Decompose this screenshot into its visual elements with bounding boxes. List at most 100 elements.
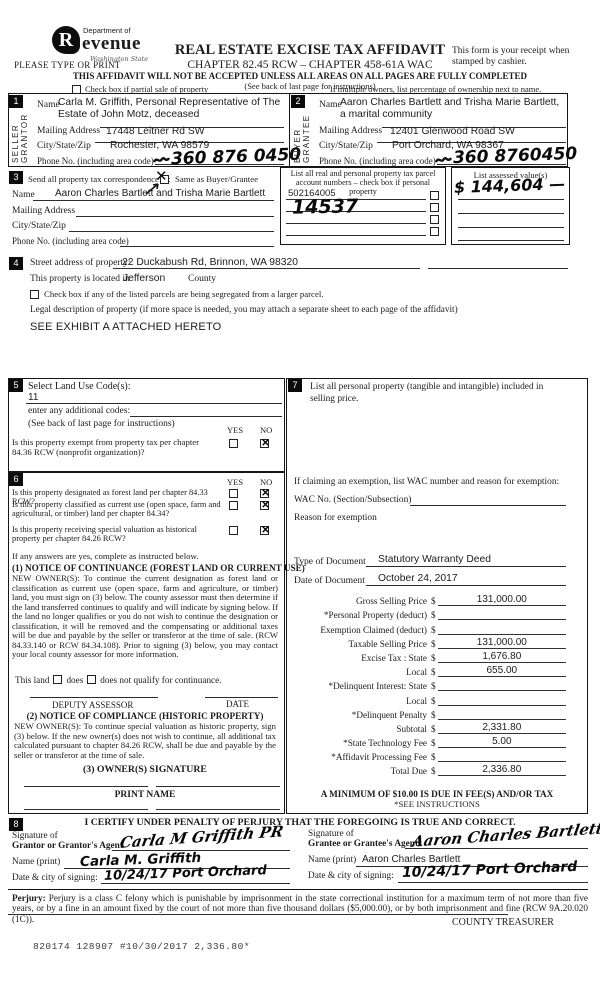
q-forest-yes-checkbox[interactable] bbox=[229, 489, 238, 498]
fee-label: *Affidavit Processing Fee bbox=[331, 752, 427, 763]
land-use-title: Select Land Use Code(s): bbox=[28, 381, 131, 392]
seller-name-value[interactable]: Carla M. Griffith, Personal Representati… bbox=[58, 97, 281, 120]
notice1-body: NEW OWNER(S): To continue the current de… bbox=[12, 573, 278, 659]
dollar-sign: $ bbox=[431, 596, 436, 607]
q-exempt-no-checkbox[interactable]: ✕ bbox=[260, 438, 270, 449]
print-name-line-2[interactable] bbox=[156, 809, 280, 810]
q-current-no-checkbox[interactable]: ✕ bbox=[260, 500, 270, 511]
fee-value[interactable]: 2,336.80 bbox=[437, 764, 566, 777]
wac-no-line[interactable] bbox=[410, 505, 566, 506]
print-name-line-1[interactable] bbox=[24, 809, 148, 810]
assessed-value[interactable]: $ 144,604 — bbox=[453, 174, 566, 197]
notice2-body: NEW OWNER(S): To continue special valuat… bbox=[14, 721, 276, 760]
fee-value[interactable]: 5.00 bbox=[437, 736, 566, 749]
land-does-not-checkbox[interactable] bbox=[87, 675, 97, 684]
parcel-header: List all real and personal property tax … bbox=[290, 169, 436, 196]
parcel-1-value[interactable]: 502164005 bbox=[288, 188, 336, 199]
owner-signature-line-2[interactable] bbox=[156, 786, 280, 787]
grantor-signature-line[interactable] bbox=[112, 850, 290, 851]
segregated-checkbox[interactable] bbox=[30, 290, 39, 299]
fee-value[interactable]: 1,676.80 bbox=[437, 651, 566, 663]
s3-name-label: Name bbox=[12, 190, 35, 200]
grantee-name-print-value[interactable]: Aaron Charles Bartlett bbox=[362, 854, 461, 865]
seller-mailing-value[interactable]: 17448 Leitner Rd SW bbox=[106, 126, 205, 137]
assessed-line-2[interactable] bbox=[458, 213, 564, 214]
parcel-2-value[interactable]: 14537 bbox=[291, 195, 359, 219]
section3-badge: 3 bbox=[9, 171, 23, 184]
perjury-text: Perjury is a class C felony which is pun… bbox=[12, 893, 589, 924]
fee-label: Gross Selling Price bbox=[356, 596, 427, 607]
buyer-csz-value[interactable]: Port Orchard, WA 98367 bbox=[392, 140, 504, 151]
fee-value[interactable]: 131,000.00 bbox=[437, 594, 566, 607]
fee-value[interactable] bbox=[437, 679, 566, 692]
grantor-name-print-line[interactable] bbox=[64, 868, 290, 869]
q-historic: Is this property receiving special valua… bbox=[12, 525, 197, 544]
parcel-4-checkbox[interactable] bbox=[430, 227, 439, 236]
same-as-buyer-checkmark: ✕ bbox=[155, 167, 168, 185]
q-exempt-yes-checkbox[interactable] bbox=[229, 439, 238, 448]
land-use-code-value[interactable]: 11 bbox=[28, 392, 39, 403]
grantor-date-city-line[interactable] bbox=[101, 883, 290, 884]
street-address-line-2 bbox=[428, 268, 568, 269]
buyer-mailing-value[interactable]: 12401 Glenwood Road SW bbox=[390, 126, 515, 137]
owner-signature-line-1[interactable] bbox=[24, 786, 148, 787]
claiming-exemption-label: If claiming an exemption, list WAC numbe… bbox=[294, 477, 560, 487]
grantee-signature-line[interactable] bbox=[405, 848, 588, 849]
grantor-name-print-label: Name (print) bbox=[12, 857, 61, 867]
q-current-yes-checkbox[interactable] bbox=[229, 501, 238, 510]
deputy-assessor-line[interactable] bbox=[30, 697, 158, 698]
dollar-sign: $ bbox=[431, 667, 436, 678]
legal-description-value[interactable]: SEE EXHIBIT A ATTACHED HERETO bbox=[30, 321, 222, 333]
assessed-line-3[interactable] bbox=[458, 227, 564, 228]
same-as-buyer-checkbox[interactable] bbox=[160, 175, 169, 184]
wac-no-label: WAC No. (Section/Subsection) bbox=[294, 495, 412, 505]
county-value[interactable]: Jefferson bbox=[123, 273, 166, 284]
section2-badge: 2 bbox=[291, 95, 305, 108]
parcel-3-checkbox[interactable] bbox=[430, 215, 439, 224]
land-does-checkbox[interactable] bbox=[53, 675, 63, 684]
q-historic-no-checkbox[interactable]: ✕ bbox=[260, 525, 270, 536]
fee-label: Excise Tax : State bbox=[361, 652, 427, 663]
fee-value[interactable] bbox=[437, 694, 566, 706]
fee-value[interactable] bbox=[437, 750, 566, 763]
fee-value[interactable]: 2,331.80 bbox=[437, 722, 566, 734]
section7-badge: 7 bbox=[288, 379, 302, 392]
fee-value[interactable]: 655.00 bbox=[437, 665, 566, 678]
street-address-value[interactable]: 22 Duckabush Rd, Brinnon, WA 98320 bbox=[122, 257, 298, 268]
section4-badge: 4 bbox=[9, 257, 23, 270]
buyer-side-label: BUYER bbox=[293, 128, 302, 163]
parcel-line-4[interactable] bbox=[286, 235, 426, 236]
seller-csz-value[interactable]: Rochester, WA 98579 bbox=[110, 140, 210, 151]
parcel-1-checkbox[interactable] bbox=[430, 191, 439, 200]
fee-value[interactable] bbox=[437, 608, 566, 621]
parcel-line-1 bbox=[286, 199, 426, 200]
buyer-name-label: Name bbox=[319, 100, 342, 110]
cashier-stamp: 820174 128907 #10/30/2017 2,336.80* bbox=[33, 941, 251, 952]
fee-value[interactable] bbox=[437, 623, 566, 635]
parcel-2-checkbox[interactable] bbox=[430, 203, 439, 212]
assessed-line-4[interactable] bbox=[458, 240, 564, 241]
additional-codes-line[interactable] bbox=[130, 416, 282, 417]
q-forest-no-checkbox[interactable]: ✕ bbox=[260, 488, 270, 499]
buyer-name-value[interactable]: Aaron Charles Bartlett and Trisha Marie … bbox=[340, 97, 560, 120]
s3-name-line bbox=[33, 200, 274, 201]
q-historic-yes-checkbox[interactable] bbox=[229, 526, 238, 535]
type-of-document-value[interactable]: Statutory Warranty Deed bbox=[378, 554, 491, 565]
notice1-title: (1) NOTICE OF CONTINUANCE (FOREST LAND O… bbox=[12, 563, 305, 573]
s3-name-value[interactable]: Aaron Charles Bartlett and Trisha Marie … bbox=[55, 188, 266, 199]
s3-phone-line[interactable] bbox=[120, 246, 274, 247]
s3-mailing-line[interactable] bbox=[76, 216, 274, 217]
buyer-mailing-line bbox=[382, 127, 566, 128]
fee-value[interactable]: 131,000.00 bbox=[437, 637, 566, 649]
s3-csz-line[interactable] bbox=[69, 231, 274, 232]
dollar-sign: $ bbox=[431, 709, 436, 720]
grantee-name-print-line[interactable] bbox=[356, 866, 588, 867]
grantee-date-city-line[interactable] bbox=[398, 882, 588, 883]
assessor-date-line[interactable] bbox=[205, 697, 278, 698]
parcel-line-3[interactable] bbox=[286, 223, 426, 224]
date-of-document-value[interactable]: October 24, 2017 bbox=[378, 573, 458, 584]
seller-buyer-divider bbox=[289, 93, 290, 167]
fee-value[interactable] bbox=[437, 708, 566, 720]
seller-phone-line bbox=[155, 164, 284, 165]
